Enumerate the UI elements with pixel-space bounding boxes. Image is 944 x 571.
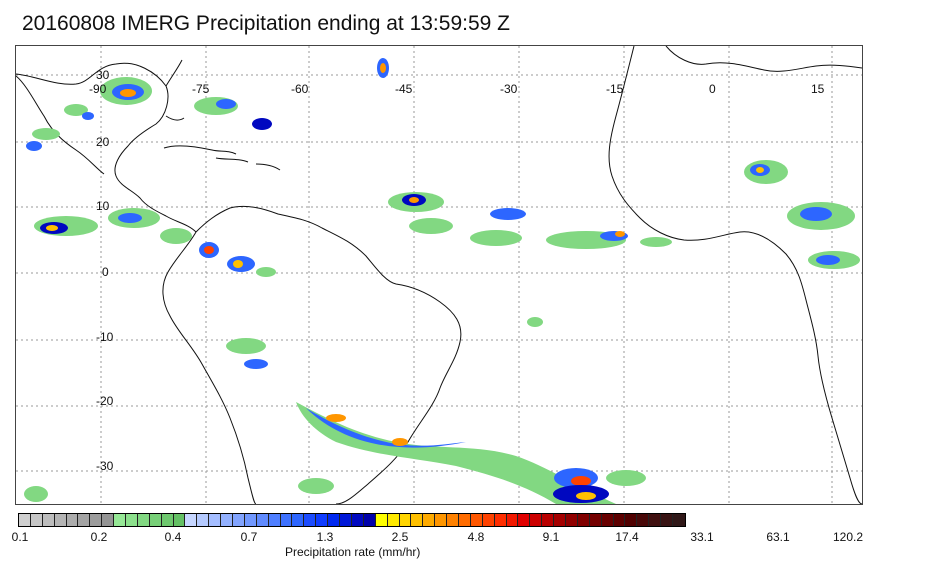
colorbar-swatch [363, 514, 376, 526]
lat-label: -10 [96, 330, 114, 344]
colorbar-swatch [494, 514, 507, 526]
colorbar-swatch [375, 514, 388, 526]
colorbar [18, 513, 686, 527]
colorbar-swatch [280, 514, 293, 526]
lat-label: 30 [96, 68, 110, 82]
lat-label: 0 [102, 265, 109, 279]
colorbar-tick: 120.2 [832, 530, 864, 544]
colorbar-swatch [244, 514, 257, 526]
colorbar-title: Precipitation rate (mm/hr) [285, 545, 421, 559]
colorbar-swatch [185, 514, 198, 526]
colorbar-tick: 0.7 [240, 530, 258, 544]
colorbar-swatch [149, 514, 162, 526]
map-title: 20160808 IMERG Precipitation ending at 1… [22, 12, 510, 35]
coastlines [16, 46, 862, 504]
lat-label: 20 [96, 135, 110, 149]
colorbar-swatch [197, 514, 210, 526]
colorbar-swatch [435, 514, 448, 526]
colorbar-swatch [173, 514, 186, 526]
colorbar-swatch [351, 514, 364, 526]
colorbar-swatch [268, 514, 281, 526]
colorbar-swatch [387, 514, 400, 526]
lon-label: -15 [606, 82, 624, 96]
colorbar-swatch [411, 514, 424, 526]
colorbar-swatch [126, 514, 138, 526]
colorbar-swatch [470, 514, 483, 526]
lat-label: -20 [96, 394, 114, 408]
colorbar-swatch [102, 514, 115, 526]
lon-label: -30 [500, 82, 518, 96]
colorbar-swatch [649, 514, 662, 526]
colorbar-swatch [221, 514, 234, 526]
colorbar-swatch [66, 514, 79, 526]
colorbar-swatch [458, 514, 471, 526]
colorbar-swatch [518, 514, 531, 526]
colorbar-swatch [601, 514, 614, 526]
colorbar-swatch [209, 514, 222, 526]
colorbar-swatch [19, 514, 31, 526]
colorbar-swatch [423, 514, 436, 526]
colorbar-swatch [54, 514, 67, 526]
colorbar-swatch [78, 514, 91, 526]
colorbar-swatch [565, 514, 578, 526]
colorbar-swatch [256, 514, 269, 526]
lon-label: -90 [89, 82, 107, 96]
colorbar-tick: 0.2 [90, 530, 108, 544]
precipitation-field [24, 58, 860, 504]
colorbar-swatch [161, 514, 174, 526]
colorbar-tick: 0.4 [164, 530, 182, 544]
colorbar-tick: 33.1 [690, 530, 714, 544]
colorbar-swatch [530, 514, 543, 526]
lat-label: -30 [96, 459, 114, 473]
colorbar-tick: 1.3 [316, 530, 334, 544]
colorbar-swatch [114, 514, 127, 526]
colorbar-swatch [42, 514, 55, 526]
colorbar-swatch [554, 514, 566, 526]
graticule [16, 46, 862, 504]
colorbar-swatch [625, 514, 638, 526]
colorbar-swatch [30, 514, 43, 526]
colorbar-tick: 2.5 [391, 530, 409, 544]
precipitation-map: -90 -75 -60 -45 -30 -15 0 15 30 20 10 0 … [15, 45, 863, 505]
colorbar-swatch [661, 514, 673, 526]
colorbar-tick: 9.1 [542, 530, 560, 544]
colorbar-swatch [447, 514, 459, 526]
colorbar-tick: 0.1 [11, 530, 29, 544]
colorbar-swatch [328, 514, 341, 526]
colorbar-swatch [340, 514, 352, 526]
colorbar-swatch [482, 514, 495, 526]
lon-label: -45 [395, 82, 413, 96]
colorbar-swatch [233, 514, 245, 526]
colorbar-swatch [637, 514, 650, 526]
lat-label: 10 [96, 199, 110, 213]
map-canvas [16, 46, 862, 504]
colorbar-swatch [542, 514, 555, 526]
colorbar-swatch [399, 514, 412, 526]
colorbar-swatch [506, 514, 519, 526]
colorbar-swatch [304, 514, 317, 526]
colorbar-tick: 63.1 [766, 530, 790, 544]
colorbar-tick: 17.4 [615, 530, 639, 544]
colorbar-swatch [90, 514, 103, 526]
colorbar-swatch [292, 514, 305, 526]
colorbar-swatch [613, 514, 626, 526]
lon-label: -75 [192, 82, 210, 96]
colorbar-swatch [672, 514, 685, 526]
lon-label: 0 [709, 82, 716, 96]
colorbar-tick: 4.8 [467, 530, 485, 544]
lon-label: 15 [811, 82, 825, 96]
lon-label: -60 [291, 82, 309, 96]
colorbar-swatch [577, 514, 590, 526]
colorbar-swatch [137, 514, 150, 526]
colorbar-swatch [589, 514, 602, 526]
colorbar-swatch [316, 514, 329, 526]
